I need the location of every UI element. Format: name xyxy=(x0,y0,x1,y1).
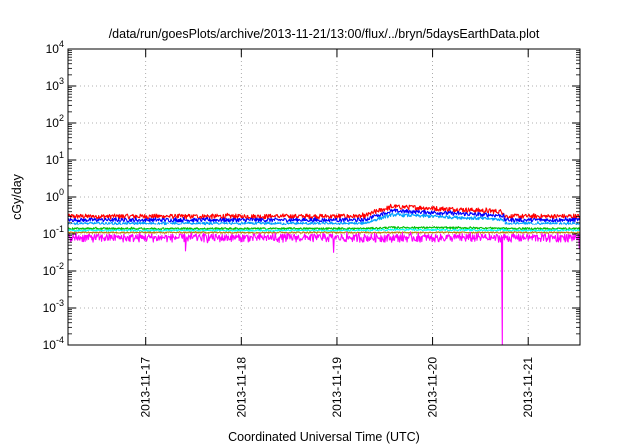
series-line-4 xyxy=(67,226,581,231)
series-group xyxy=(67,203,581,346)
x-axis: 2013-11-17 2013-11-18 2013-11-19 2013-11-20… xyxy=(139,49,535,418)
series-line-2 xyxy=(67,212,581,227)
x-axis-label: Coordinated Universal Time (UTC) xyxy=(228,430,420,444)
y-tick-label: 10-4 xyxy=(43,335,64,352)
x-tick-label: 2013-11-17 xyxy=(139,357,153,418)
y-axis: 10-4 10-3 10-2 10-1 100 101 102 103 104 xyxy=(43,39,580,352)
x-tick-label: 2013-11-21 xyxy=(521,357,535,418)
y-tick-label: 10-1 xyxy=(43,224,64,241)
series-line-1 xyxy=(67,208,581,223)
y-tick-label: 10-2 xyxy=(43,261,64,278)
y-tick-label: 102 xyxy=(46,113,64,130)
y-axis-label: cGy/day xyxy=(10,173,24,220)
x-tick-label: 2013-11-19 xyxy=(330,357,344,418)
y-tick-label: 104 xyxy=(46,39,64,56)
series-line-3 xyxy=(67,218,581,228)
y-tick-label: 103 xyxy=(46,76,64,93)
y-tick-label: 10-3 xyxy=(43,298,64,315)
y-tick-label: 101 xyxy=(46,150,64,167)
y-tick-label: 100 xyxy=(46,187,64,204)
x-tick-label: 2013-11-20 xyxy=(426,357,440,418)
x-tick-label: 2013-11-18 xyxy=(234,357,248,418)
chart-title: /data/run/goesPlots/archive/2013-11-21/1… xyxy=(109,27,540,41)
series-line-6 xyxy=(67,231,581,234)
grid xyxy=(68,49,580,345)
series-line-5 xyxy=(67,228,581,232)
series-line-7 xyxy=(67,231,581,346)
